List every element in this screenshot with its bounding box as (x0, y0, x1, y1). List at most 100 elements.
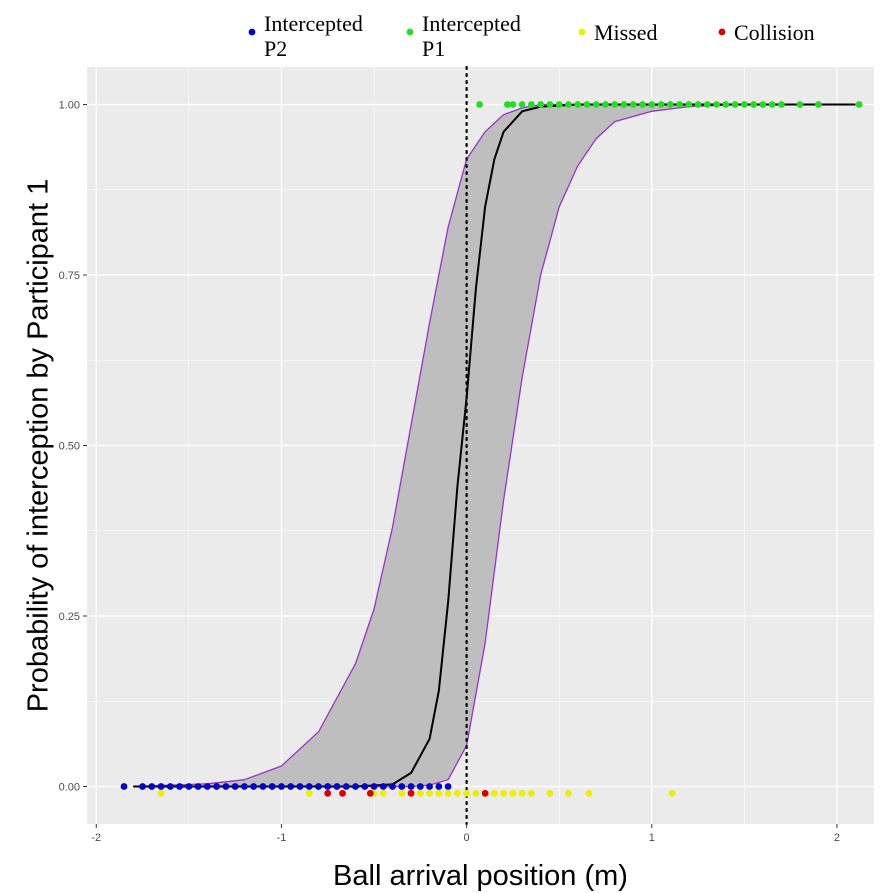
y-tick-label: 0.00 (59, 781, 80, 793)
point-intercepted-p2 (435, 783, 443, 790)
point-intercepted-p2 (324, 783, 332, 790)
point-missed (157, 789, 165, 797)
point-missed (500, 789, 508, 797)
point-intercepted-p2 (166, 783, 174, 790)
legend-key-collision (718, 28, 726, 36)
point-intercepted-p1 (503, 101, 511, 108)
point-intercepted-p2 (444, 783, 452, 790)
point-missed (444, 789, 452, 797)
legend-label-missed: Missed (594, 20, 658, 45)
legend-label-intercepted-p2: P2 (264, 36, 287, 61)
point-intercepted-p1 (620, 101, 628, 108)
point-intercepted-p1 (722, 101, 730, 108)
point-intercepted-p1 (648, 101, 656, 108)
y-axis-title: Probability of interception by Participa… (23, 179, 55, 713)
point-intercepted-p1 (855, 101, 863, 108)
point-collision (339, 789, 346, 797)
legend-label-intercepted-p1: P1 (422, 36, 445, 61)
point-intercepted-p1 (528, 101, 535, 108)
point-intercepted-p1 (666, 101, 674, 108)
point-intercepted-p1 (639, 101, 646, 108)
y-tick-label: 1.00 (59, 100, 80, 112)
point-intercepted-p1 (815, 101, 822, 108)
point-intercepted-p1 (476, 101, 483, 108)
point-intercepted-p2 (352, 783, 359, 790)
point-intercepted-p2 (361, 783, 369, 790)
point-intercepted-p1 (657, 101, 665, 108)
point-intercepted-p1 (740, 101, 748, 108)
point-intercepted-p2 (250, 783, 258, 790)
legend-label-intercepted-p1: Intercepted (422, 11, 521, 36)
point-intercepted-p1 (509, 101, 517, 108)
point-intercepted-p2 (426, 783, 433, 790)
point-intercepted-p2 (139, 783, 146, 790)
point-missed (453, 789, 461, 797)
point-intercepted-p2 (185, 783, 193, 790)
point-intercepted-p1 (565, 101, 572, 108)
point-intercepted-p2 (120, 783, 128, 790)
point-intercepted-p2 (296, 783, 304, 790)
point-intercepted-p2 (157, 783, 165, 790)
point-intercepted-p1 (768, 101, 776, 108)
point-missed (565, 789, 572, 797)
point-intercepted-p1 (676, 101, 683, 108)
point-intercepted-p2 (213, 783, 221, 790)
point-intercepted-p2 (389, 783, 396, 790)
point-collision (324, 789, 332, 797)
point-intercepted-p1 (592, 101, 600, 108)
point-intercepted-p2 (278, 783, 285, 790)
point-intercepted-p2 (342, 783, 350, 790)
point-intercepted-p1 (694, 101, 702, 108)
point-intercepted-p1 (574, 101, 582, 108)
point-intercepted-p2 (398, 783, 406, 790)
x-tick-label: 1 (649, 832, 655, 844)
point-intercepted-p2 (268, 783, 276, 790)
y-tick-label: 0.50 (59, 441, 80, 453)
point-intercepted-p2 (379, 783, 387, 790)
point-intercepted-p2 (176, 783, 183, 790)
point-collision (481, 789, 489, 797)
point-intercepted-p1 (750, 101, 758, 108)
point-missed (585, 789, 593, 797)
point-missed (379, 789, 387, 797)
point-intercepted-p2 (305, 783, 313, 790)
y-tick-label: 0.25 (59, 611, 80, 623)
point-intercepted-p1 (703, 101, 711, 108)
point-missed (398, 789, 406, 797)
point-intercepted-p1 (518, 101, 526, 108)
point-missed (546, 789, 554, 797)
point-intercepted-p1 (583, 101, 591, 108)
point-intercepted-p2 (370, 783, 378, 790)
confidence-band-area (133, 104, 856, 787)
legend-label-intercepted-p2: Intercepted (264, 11, 363, 36)
legend-key-intercepted-p2 (248, 28, 256, 36)
legend-label-collision: Collision (734, 20, 815, 45)
point-intercepted-p1 (778, 101, 785, 108)
x-tick-label: -2 (91, 832, 101, 844)
point-missed (509, 789, 517, 797)
points (120, 101, 863, 797)
point-intercepted-p1 (602, 101, 609, 108)
y-axis: 0.00 0.25 0.50 0.75 1.00 (59, 100, 87, 793)
point-intercepted-p2 (194, 783, 202, 790)
point-missed (305, 789, 313, 797)
point-intercepted-p1 (685, 101, 693, 108)
legend-key-missed (578, 28, 586, 36)
point-intercepted-p1 (629, 101, 637, 108)
point-collision (407, 789, 415, 797)
x-tick-label: 0 (464, 832, 470, 844)
point-intercepted-p1 (713, 101, 720, 108)
x-tick-label: -1 (277, 832, 287, 844)
point-intercepted-p2 (407, 783, 415, 790)
point-intercepted-p1 (759, 101, 767, 108)
point-missed (435, 789, 443, 797)
x-tick-label: 2 (834, 832, 840, 844)
point-missed (463, 789, 471, 797)
point-missed (490, 789, 498, 797)
y-tick-label: 0.75 (59, 270, 80, 282)
point-missed (668, 789, 676, 797)
point-intercepted-p2 (416, 783, 424, 790)
point-intercepted-p1 (546, 101, 554, 108)
